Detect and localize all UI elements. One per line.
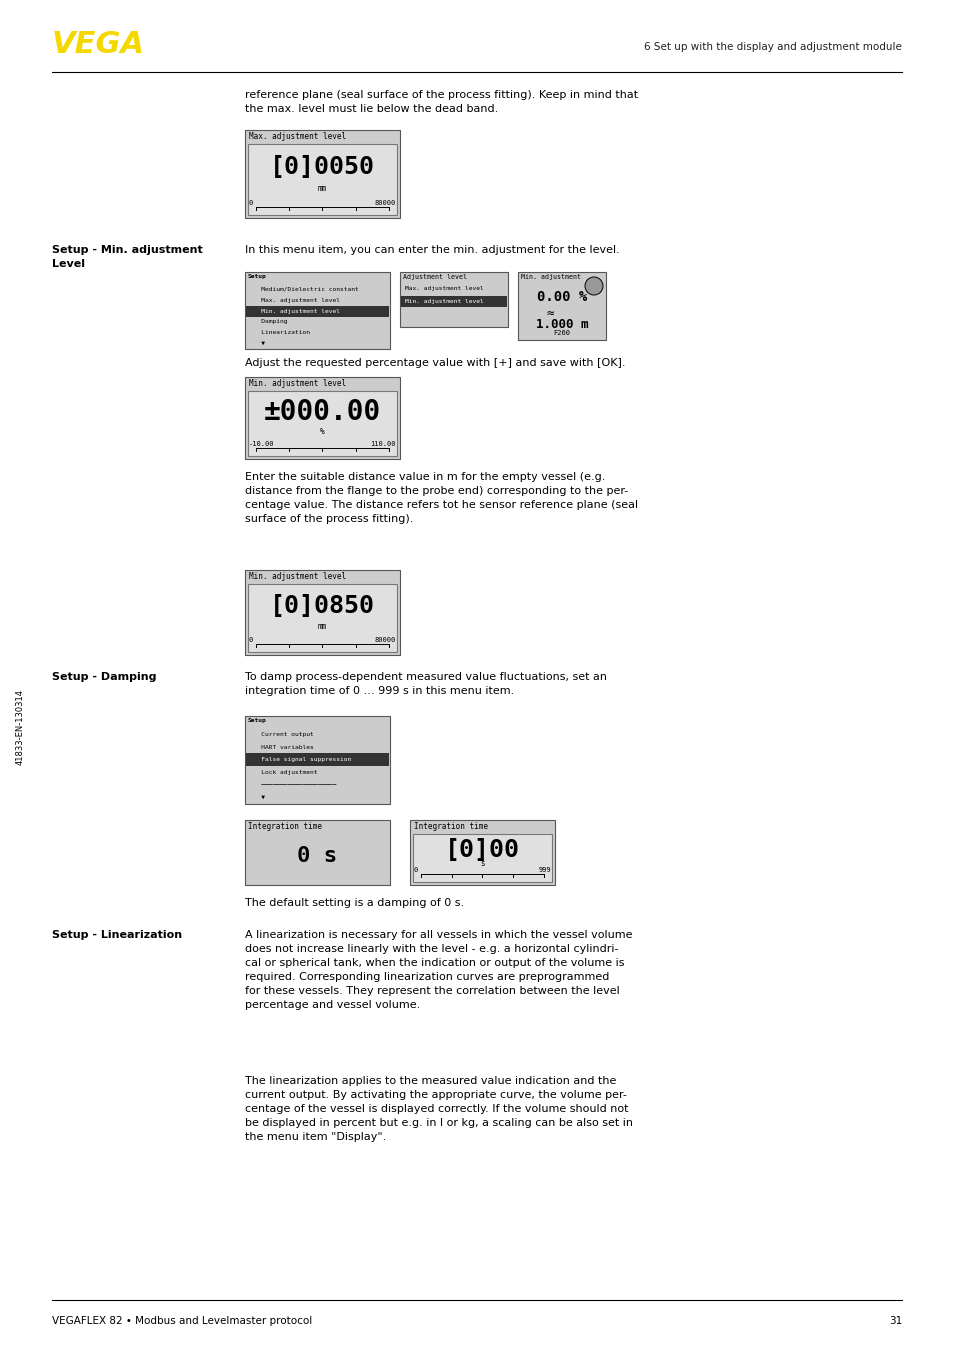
FancyBboxPatch shape — [245, 716, 390, 804]
Text: [0]0050: [0]0050 — [270, 156, 375, 180]
FancyBboxPatch shape — [413, 834, 552, 881]
Text: 1.000 m: 1.000 m — [536, 318, 588, 330]
Bar — [246, 753, 389, 766]
FancyBboxPatch shape — [248, 584, 396, 653]
Text: Adjustment level: Adjustment level — [402, 274, 467, 280]
Text: 0: 0 — [414, 867, 417, 873]
Text: The linearization applies to the measured value indication and the
current outpu: The linearization applies to the measure… — [245, 1076, 633, 1141]
Text: Min. adjustment level: Min. adjustment level — [249, 571, 346, 581]
FancyBboxPatch shape — [245, 130, 399, 218]
FancyBboxPatch shape — [245, 570, 399, 655]
Bar — [246, 306, 389, 317]
Text: Min. adjustment: Min. adjustment — [520, 274, 580, 280]
Text: F260: F260 — [553, 330, 570, 336]
Bar — [400, 297, 506, 307]
FancyBboxPatch shape — [517, 272, 605, 340]
Text: Min. adjustment level: Min. adjustment level — [249, 379, 346, 389]
Text: Lock adjustment: Lock adjustment — [250, 770, 317, 774]
Text: Max. adjustment level: Max. adjustment level — [249, 131, 346, 141]
FancyBboxPatch shape — [245, 272, 390, 349]
Text: mm: mm — [317, 621, 327, 631]
Text: Min. adjustment level: Min. adjustment level — [405, 299, 483, 305]
Text: The default setting is a damping of 0 s.: The default setting is a damping of 0 s. — [245, 898, 464, 909]
Text: 0.00 %: 0.00 % — [537, 290, 586, 305]
Text: reference plane (seal surface of the process fitting). Keep in mind that
the max: reference plane (seal surface of the pro… — [245, 89, 638, 114]
Text: ────────────────────: ──────────────────── — [250, 783, 335, 788]
Text: 0: 0 — [249, 200, 253, 206]
Text: 110.00: 110.00 — [370, 441, 395, 447]
Text: Enter the suitable distance value in m for the empty vessel (e.g.
distance from : Enter the suitable distance value in m f… — [245, 473, 638, 524]
Text: Integration time: Integration time — [248, 822, 322, 831]
Circle shape — [584, 278, 602, 295]
Text: [0]0850: [0]0850 — [270, 594, 375, 619]
Text: Level: Level — [52, 259, 85, 269]
Text: mm: mm — [317, 184, 327, 192]
Text: Max. adjustment level: Max. adjustment level — [250, 298, 339, 303]
Text: In this menu item, you can enter the min. adjustment for the level.: In this menu item, you can enter the min… — [245, 245, 619, 255]
Text: %: % — [320, 427, 324, 436]
Text: A linearization is necessary for all vessels in which the vessel volume
does not: A linearization is necessary for all ves… — [245, 930, 632, 1010]
Text: 0: 0 — [249, 636, 253, 643]
Text: Setup: Setup — [248, 718, 267, 723]
Text: s: s — [479, 860, 484, 868]
Text: ▼: ▼ — [250, 341, 265, 347]
Text: Setup - Linearization: Setup - Linearization — [52, 930, 182, 940]
FancyBboxPatch shape — [410, 821, 555, 886]
Text: Integration time: Integration time — [414, 822, 488, 831]
Text: Max. adjustment level: Max. adjustment level — [405, 286, 483, 291]
Text: 80000: 80000 — [375, 200, 395, 206]
Text: Adjust the requested percentage value with [+] and save with [OK].: Adjust the requested percentage value wi… — [245, 357, 625, 368]
FancyBboxPatch shape — [245, 376, 399, 459]
Text: 80000: 80000 — [375, 636, 395, 643]
Text: To damp process-dependent measured value fluctuations, set an
integration time o: To damp process-dependent measured value… — [245, 672, 606, 696]
FancyBboxPatch shape — [245, 821, 390, 886]
Text: Setup - Damping: Setup - Damping — [52, 672, 156, 682]
Text: Damping: Damping — [250, 320, 287, 325]
Text: False signal suppression: False signal suppression — [250, 757, 351, 762]
Text: Min. adjustment level: Min. adjustment level — [250, 309, 339, 314]
FancyBboxPatch shape — [248, 391, 396, 456]
Text: 31: 31 — [888, 1316, 901, 1326]
Text: ±000.00: ±000.00 — [264, 398, 381, 427]
Text: ≈: ≈ — [546, 307, 553, 320]
FancyBboxPatch shape — [399, 272, 507, 328]
Text: VEGA: VEGA — [52, 30, 145, 60]
Text: Medium/Dielectric constant: Medium/Dielectric constant — [250, 287, 358, 292]
Text: VEGAFLEX 82 • Modbus and Levelmaster protocol: VEGAFLEX 82 • Modbus and Levelmaster pro… — [52, 1316, 312, 1326]
Text: 6 Set up with the display and adjustment module: 6 Set up with the display and adjustment… — [643, 42, 901, 51]
Text: 999: 999 — [537, 867, 551, 873]
Text: [0]00: [0]00 — [444, 838, 519, 862]
Text: Setup: Setup — [248, 274, 267, 279]
Text: 41833-EN-130314: 41833-EN-130314 — [15, 689, 25, 765]
Text: Current output: Current output — [250, 731, 314, 737]
Text: Linearization: Linearization — [250, 330, 310, 336]
Text: ▼: ▼ — [250, 795, 265, 800]
Text: Setup - Min. adjustment: Setup - Min. adjustment — [52, 245, 203, 255]
Text: HART variables: HART variables — [250, 745, 314, 750]
FancyBboxPatch shape — [248, 144, 396, 215]
Text: 0 s: 0 s — [297, 846, 337, 865]
Text: -10.00: -10.00 — [249, 441, 274, 447]
